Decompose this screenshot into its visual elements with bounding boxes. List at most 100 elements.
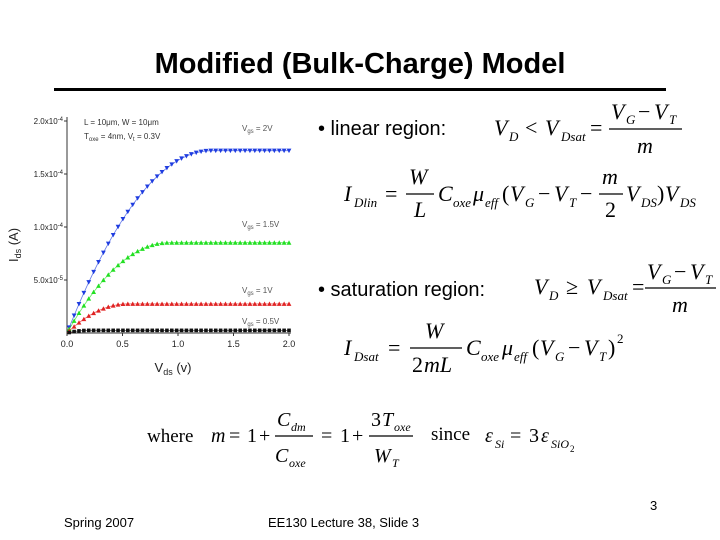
- data-point: [159, 301, 165, 306]
- svg-text:≥: ≥: [566, 274, 578, 299]
- y-axis-label: Ids (A): [6, 228, 23, 262]
- data-point: [232, 240, 238, 245]
- svg-text:C: C: [466, 335, 481, 360]
- svg-text:oxe: oxe: [289, 456, 306, 470]
- data-point: [262, 148, 267, 154]
- y-tick-label: 2.0x10-4: [34, 117, 64, 126]
- y-tick-label: 1.0x10-4: [34, 223, 64, 232]
- data-point: [155, 328, 159, 333]
- data-point: [184, 154, 189, 159]
- data-point: [247, 240, 253, 245]
- data-point: [203, 148, 209, 154]
- data-point: [257, 148, 263, 154]
- data-point: [262, 328, 267, 333]
- data-point: [144, 244, 150, 249]
- data-point: [218, 301, 224, 306]
- svg-text:oxe: oxe: [394, 420, 411, 434]
- data-point: [164, 240, 170, 245]
- series-label: Vgs = 0.5V: [242, 317, 280, 328]
- data-point: [262, 301, 267, 306]
- data-point: [115, 302, 121, 307]
- data-point: [227, 301, 233, 306]
- svg-text:2: 2: [412, 352, 423, 377]
- data-point: [96, 328, 101, 333]
- svg-text:DS: DS: [679, 195, 696, 210]
- svg-text:I: I: [343, 335, 353, 360]
- svg-text:W: W: [374, 445, 393, 467]
- svg-text:V: V: [647, 259, 663, 284]
- data-point: [144, 301, 150, 306]
- svg-text:Si: Si: [495, 437, 504, 451]
- data-point: [110, 232, 116, 238]
- svg-text:Dsat: Dsat: [353, 349, 379, 364]
- data-point: [115, 262, 121, 268]
- linear-current-equation: I Dlin = W L C oxe μ eff ( V G − V T − m…: [343, 164, 696, 222]
- data-point: [76, 301, 82, 307]
- data-point: [82, 328, 86, 333]
- data-point: [286, 148, 292, 154]
- svg-text:3: 3: [529, 425, 539, 447]
- series-line: [68, 242, 289, 330]
- slide-title: Modified (Bulk-Charge) Model: [154, 48, 566, 80]
- data-point: [159, 169, 165, 175]
- data-point: [203, 240, 209, 245]
- data-point: [184, 328, 189, 333]
- data-point: [252, 301, 258, 306]
- data-point: [179, 240, 184, 245]
- data-point: [169, 328, 174, 333]
- data-point: [169, 301, 175, 306]
- svg-text:m: m: [637, 133, 653, 158]
- data-point: [204, 328, 208, 333]
- data-point: [105, 304, 111, 309]
- data-point: [120, 258, 126, 264]
- data-point: [242, 240, 248, 245]
- svg-text:−: −: [538, 181, 550, 206]
- data-point: [160, 328, 164, 333]
- data-point: [106, 328, 111, 333]
- x-tick-label: 0.5: [116, 339, 129, 349]
- data-point: [149, 179, 155, 184]
- data-point: [174, 159, 180, 164]
- svg-text:V: V: [587, 274, 603, 299]
- data-point: [213, 328, 218, 333]
- footer-date: Spring 2007: [64, 515, 135, 530]
- data-point: [71, 313, 77, 318]
- svg-text:V: V: [665, 181, 681, 206]
- data-point: [165, 328, 169, 333]
- svg-text:C: C: [277, 409, 291, 431]
- data-point: [144, 184, 150, 189]
- svg-text:W: W: [425, 318, 445, 343]
- data-point: [125, 255, 131, 260]
- data-point: [120, 301, 126, 307]
- svg-text:where: where: [147, 426, 193, 447]
- svg-text:I: I: [343, 181, 353, 206]
- data-point: [282, 328, 286, 333]
- svg-text:−: −: [674, 259, 686, 284]
- data-point: [140, 246, 145, 251]
- data-point: [199, 328, 203, 333]
- data-point: [121, 328, 125, 333]
- svg-text:=: =: [321, 425, 332, 447]
- data-point: [140, 301, 145, 306]
- y-tick-label: 1.5x10-4: [34, 170, 64, 179]
- data-point: [86, 328, 91, 333]
- svg-text:since: since: [431, 424, 470, 445]
- svg-text:V: V: [554, 181, 570, 206]
- data-point: [91, 289, 97, 295]
- data-point: [174, 301, 180, 306]
- data-point: [208, 148, 214, 154]
- svg-text:=: =: [229, 425, 240, 447]
- data-point: [227, 240, 233, 245]
- svg-text:G: G: [662, 272, 672, 287]
- data-point: [223, 328, 228, 333]
- data-point: [135, 248, 140, 254]
- data-point: [154, 241, 160, 246]
- data-point: [228, 328, 233, 333]
- data-point: [257, 328, 262, 333]
- data-point: [208, 240, 214, 245]
- svg-text:T: T: [569, 195, 577, 210]
- data-point: [188, 152, 194, 157]
- x-axis-label: Vds (v): [155, 360, 192, 377]
- data-point: [130, 328, 135, 333]
- chart-annotation: L = 10μm, W = 10μm: [84, 118, 159, 127]
